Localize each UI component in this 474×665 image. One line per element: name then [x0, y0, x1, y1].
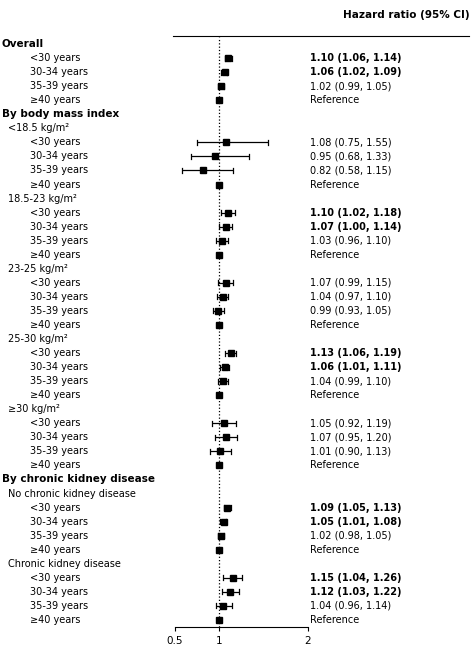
Text: 1.05 (0.92, 1.19): 1.05 (0.92, 1.19) [310, 418, 392, 428]
Text: <30 years: <30 years [30, 207, 81, 217]
Text: 1.01 (0.90, 1.13): 1.01 (0.90, 1.13) [310, 446, 391, 456]
Text: 18.5-23 kg/m²: 18.5-23 kg/m² [8, 194, 77, 203]
Text: 35-39 years: 35-39 years [30, 376, 88, 386]
Text: <30 years: <30 years [30, 573, 81, 583]
Text: 0.99 (0.93, 1.05): 0.99 (0.93, 1.05) [310, 306, 391, 316]
Text: 1.07 (1.00, 1.14): 1.07 (1.00, 1.14) [310, 221, 401, 231]
Text: 1.06 (1.02, 1.09): 1.06 (1.02, 1.09) [310, 67, 401, 77]
Text: <30 years: <30 years [30, 138, 81, 148]
Text: ≥40 years: ≥40 years [30, 390, 81, 400]
Text: 35-39 years: 35-39 years [30, 446, 88, 456]
Text: Reference: Reference [310, 390, 359, 400]
Text: ≥40 years: ≥40 years [30, 460, 81, 470]
Text: <30 years: <30 years [30, 503, 81, 513]
Text: Hazard ratio (95% CI): Hazard ratio (95% CI) [343, 10, 469, 20]
Text: 1.04 (0.97, 1.10): 1.04 (0.97, 1.10) [310, 292, 391, 302]
Text: 30-34 years: 30-34 years [30, 221, 88, 231]
Text: 1.10 (1.06, 1.14): 1.10 (1.06, 1.14) [310, 53, 401, 63]
Text: 35-39 years: 35-39 years [30, 81, 88, 91]
Text: 30-34 years: 30-34 years [30, 152, 88, 162]
Text: No chronic kidney disease: No chronic kidney disease [8, 489, 136, 499]
Text: 1.08 (0.75, 1.55): 1.08 (0.75, 1.55) [310, 138, 392, 148]
Text: 1.05 (1.01, 1.08): 1.05 (1.01, 1.08) [310, 517, 401, 527]
Text: 1.12 (1.03, 1.22): 1.12 (1.03, 1.22) [310, 587, 401, 597]
Text: 1.13 (1.06, 1.19): 1.13 (1.06, 1.19) [310, 348, 401, 358]
Text: Reference: Reference [310, 615, 359, 625]
Text: 30-34 years: 30-34 years [30, 432, 88, 442]
Text: Reference: Reference [310, 320, 359, 330]
Text: 35-39 years: 35-39 years [30, 166, 88, 176]
Text: 30-34 years: 30-34 years [30, 517, 88, 527]
Text: 1.04 (0.96, 1.14): 1.04 (0.96, 1.14) [310, 601, 391, 611]
Text: 1.04 (0.99, 1.10): 1.04 (0.99, 1.10) [310, 376, 391, 386]
Text: 30-34 years: 30-34 years [30, 587, 88, 597]
Text: <30 years: <30 years [30, 418, 81, 428]
Text: 30-34 years: 30-34 years [30, 362, 88, 372]
Text: 35-39 years: 35-39 years [30, 306, 88, 316]
Text: ≥40 years: ≥40 years [30, 250, 81, 260]
Text: ≥40 years: ≥40 years [30, 320, 81, 330]
Text: By body mass index: By body mass index [2, 109, 119, 119]
Text: 1.06 (1.01, 1.11): 1.06 (1.01, 1.11) [310, 362, 401, 372]
Text: 23-25 kg/m²: 23-25 kg/m² [8, 264, 68, 274]
Text: Reference: Reference [310, 95, 359, 105]
Text: ≥40 years: ≥40 years [30, 545, 81, 555]
Text: ≥30 kg/m²: ≥30 kg/m² [8, 404, 60, 414]
Text: 1.09 (1.05, 1.13): 1.09 (1.05, 1.13) [310, 503, 401, 513]
Text: <30 years: <30 years [30, 53, 81, 63]
Text: ≥40 years: ≥40 years [30, 180, 81, 190]
Text: 35-39 years: 35-39 years [30, 601, 88, 611]
Text: <30 years: <30 years [30, 278, 81, 288]
Text: Reference: Reference [310, 460, 359, 470]
Text: 25-30 kg/m²: 25-30 kg/m² [8, 334, 68, 344]
Text: <30 years: <30 years [30, 348, 81, 358]
Text: Chronic kidney disease: Chronic kidney disease [8, 559, 121, 569]
Text: Reference: Reference [310, 180, 359, 190]
Text: 1.07 (0.99, 1.15): 1.07 (0.99, 1.15) [310, 278, 392, 288]
Text: ≥40 years: ≥40 years [30, 615, 81, 625]
Text: 1.07 (0.95, 1.20): 1.07 (0.95, 1.20) [310, 432, 392, 442]
Text: 30-34 years: 30-34 years [30, 67, 88, 77]
Text: 35-39 years: 35-39 years [30, 235, 88, 245]
Text: 1.15 (1.04, 1.26): 1.15 (1.04, 1.26) [310, 573, 401, 583]
Text: Reference: Reference [310, 250, 359, 260]
Text: 1.02 (0.98, 1.05): 1.02 (0.98, 1.05) [310, 531, 392, 541]
Text: <18.5 kg/m²: <18.5 kg/m² [8, 123, 69, 133]
Text: By chronic kidney disease: By chronic kidney disease [2, 475, 155, 485]
Text: 0.95 (0.68, 1.33): 0.95 (0.68, 1.33) [310, 152, 391, 162]
Text: 30-34 years: 30-34 years [30, 292, 88, 302]
Text: Reference: Reference [310, 545, 359, 555]
Text: 1.10 (1.02, 1.18): 1.10 (1.02, 1.18) [310, 207, 401, 217]
Text: 0.82 (0.58, 1.15): 0.82 (0.58, 1.15) [310, 166, 392, 176]
Text: ≥40 years: ≥40 years [30, 95, 81, 105]
Text: 1.02 (0.99, 1.05): 1.02 (0.99, 1.05) [310, 81, 392, 91]
Text: 1.03 (0.96, 1.10): 1.03 (0.96, 1.10) [310, 235, 391, 245]
Text: 35-39 years: 35-39 years [30, 531, 88, 541]
Text: Overall: Overall [2, 39, 44, 49]
